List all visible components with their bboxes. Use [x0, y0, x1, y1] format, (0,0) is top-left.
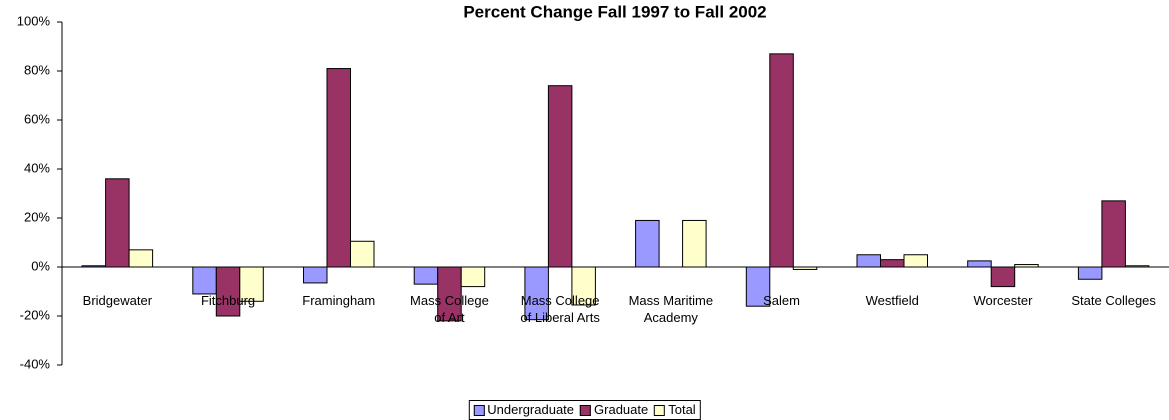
bar — [903, 254, 928, 268]
y-tick-label: 0% — [31, 258, 50, 273]
legend-item: Undergraduate — [473, 402, 574, 418]
bar — [769, 53, 794, 268]
chart-title: Percent Change Fall 1997 to Fall 2002 — [463, 2, 766, 21]
y-tick-label: 60% — [24, 111, 50, 126]
bar — [1077, 266, 1103, 280]
y-tick-label: 80% — [24, 62, 50, 77]
x-tick-label: State Colleges — [1071, 293, 1156, 308]
bar — [635, 219, 660, 268]
bar — [192, 266, 217, 295]
legend-label: Total — [668, 402, 696, 417]
x-tick-label: Fitchburg — [200, 293, 256, 308]
legend-swatch — [654, 404, 666, 416]
legend-item: Graduate — [580, 402, 648, 418]
legend-label: Graduate — [594, 402, 649, 417]
y-tick-label: -40% — [20, 356, 51, 371]
bar — [460, 266, 486, 288]
x-tick-label: Westfield — [865, 293, 919, 308]
bar — [990, 266, 1016, 288]
bar — [967, 260, 992, 268]
bar — [856, 254, 881, 268]
y-tick-label: -20% — [20, 307, 51, 322]
legend-item: Total — [654, 402, 696, 418]
bar — [547, 85, 573, 268]
bar — [413, 266, 439, 285]
x-tick-label: Bridgewater — [82, 293, 153, 308]
bar — [326, 68, 351, 268]
y-tick-label: 40% — [24, 160, 50, 175]
x-tick-label: Framingham — [302, 293, 376, 308]
y-tick-label: 20% — [24, 209, 50, 224]
bar — [880, 259, 905, 268]
bar — [350, 240, 375, 268]
y-tick-label: 100% — [17, 13, 51, 28]
bar — [105, 178, 130, 268]
x-tick-label: Worcester — [973, 293, 1033, 308]
legend-swatch — [473, 404, 485, 416]
bar — [1101, 200, 1126, 268]
legend-swatch — [580, 404, 592, 416]
legend-label: Undergraduate — [487, 402, 575, 417]
x-tick-label: Mass College of Art — [410, 293, 489, 325]
x-tick-label: Mass College of Liberal Arts — [520, 293, 600, 325]
x-tick-label: Salem — [763, 293, 800, 308]
bar — [682, 219, 707, 268]
legend: Undergraduate Graduate Total — [468, 400, 701, 420]
bar — [303, 266, 328, 284]
x-tick-label: Mass Maritime Academy — [628, 293, 714, 325]
bar — [128, 249, 154, 268]
